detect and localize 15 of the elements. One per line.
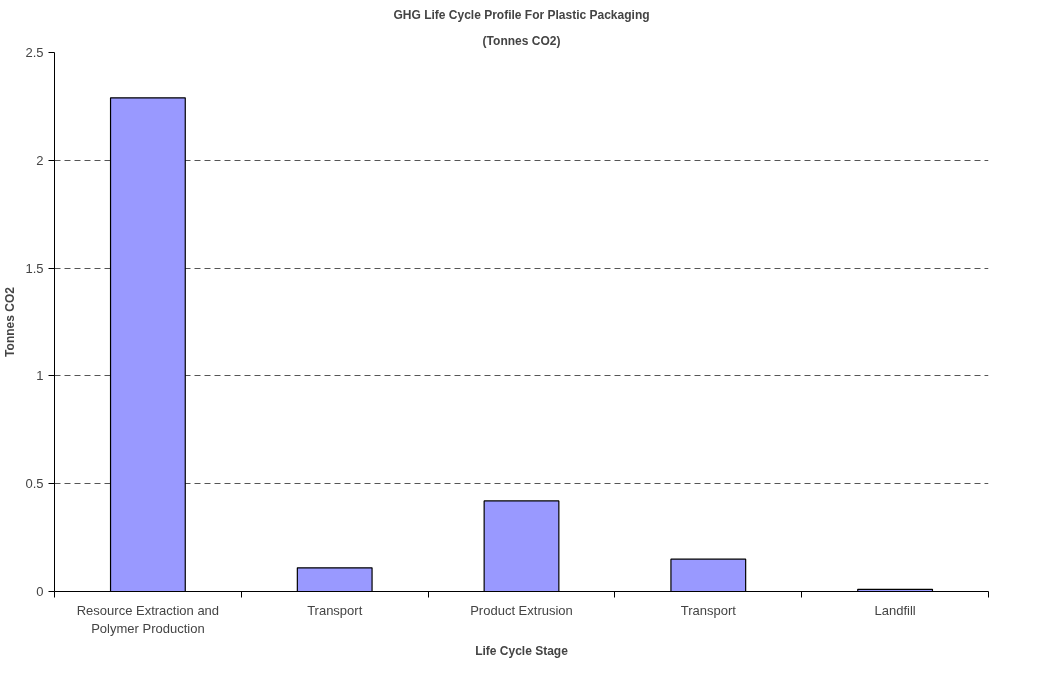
x-tick-label: Product Extrusion: [470, 602, 573, 618]
x-tick-label: Transport: [680, 602, 737, 618]
chart-subtitle: (Tonnes CO2): [482, 33, 561, 48]
y-tick-label: 1: [36, 368, 44, 384]
y-tick-label: 0.5: [25, 476, 44, 492]
y-tick-label: 0: [36, 584, 44, 599]
y-tick-label: 2: [36, 152, 44, 168]
x-tick-label: Transport: [307, 602, 363, 618]
y-tick-label: 2.5: [25, 45, 44, 60]
x-tick-label: Landfill: [874, 602, 916, 618]
y-tick-label: 1.5: [25, 260, 44, 276]
x-axis-title: Life Cycle Stage: [475, 643, 569, 658]
chart-title: GHG Life Cycle Profile For Plastic Packaging: [393, 7, 650, 22]
y-axis-title: Tonnes CO2: [3, 286, 18, 357]
x-tick-label: Resource Extraction and Polymer Production: [76, 602, 220, 636]
